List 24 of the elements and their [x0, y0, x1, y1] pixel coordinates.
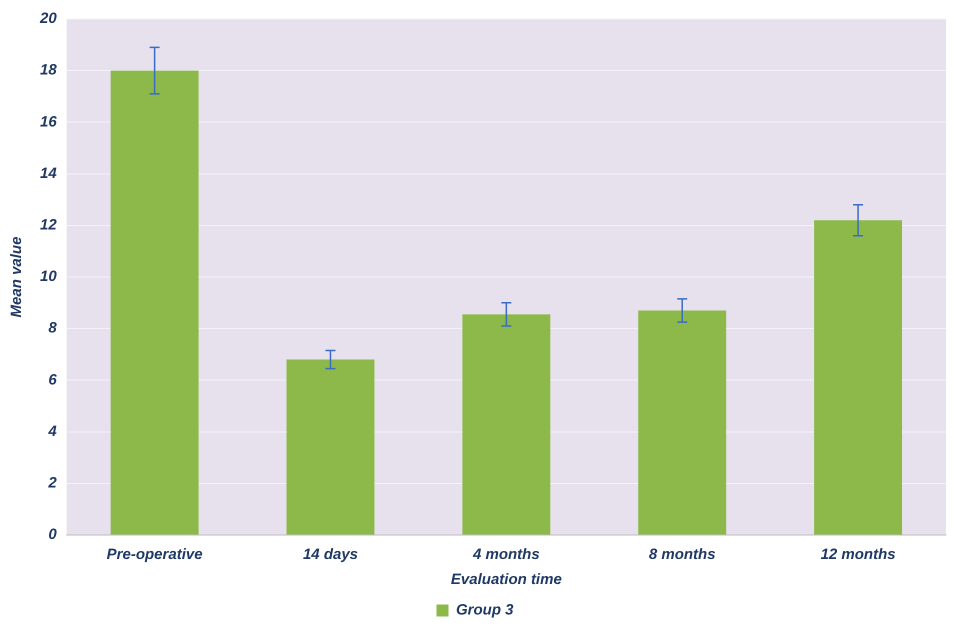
bar: [462, 314, 550, 534]
y-tick-label: 8: [48, 320, 58, 337]
y-axis-title: Mean value: [8, 236, 26, 318]
y-tick-label: 2: [47, 474, 58, 492]
y-tick-label: 12: [40, 216, 58, 234]
legend-label: Group 3: [456, 602, 514, 619]
x-axis-title: Evaluation time: [450, 571, 562, 588]
x-tick-label: 8 months: [648, 546, 716, 564]
y-tick-label: 20: [38, 10, 58, 28]
y-tick-label: 14: [40, 164, 58, 182]
y-tick-label: 6: [48, 371, 58, 388]
x-tick-label: Pre-operative: [106, 546, 203, 564]
x-tick-label: 12 months: [820, 546, 896, 564]
y-tick-label: 4: [47, 422, 58, 440]
bar: [638, 310, 726, 534]
y-tick-label: 0: [48, 526, 58, 544]
bar: [286, 360, 374, 534]
x-tick-label: 14 days: [302, 546, 358, 564]
x-tick-label: 4 months: [472, 546, 540, 564]
bar: [110, 70, 199, 534]
y-tick-label: 10: [40, 268, 58, 286]
y-tick-label: 18: [40, 62, 58, 79]
y-tick-label: 16: [40, 113, 58, 130]
bar: [814, 220, 902, 534]
